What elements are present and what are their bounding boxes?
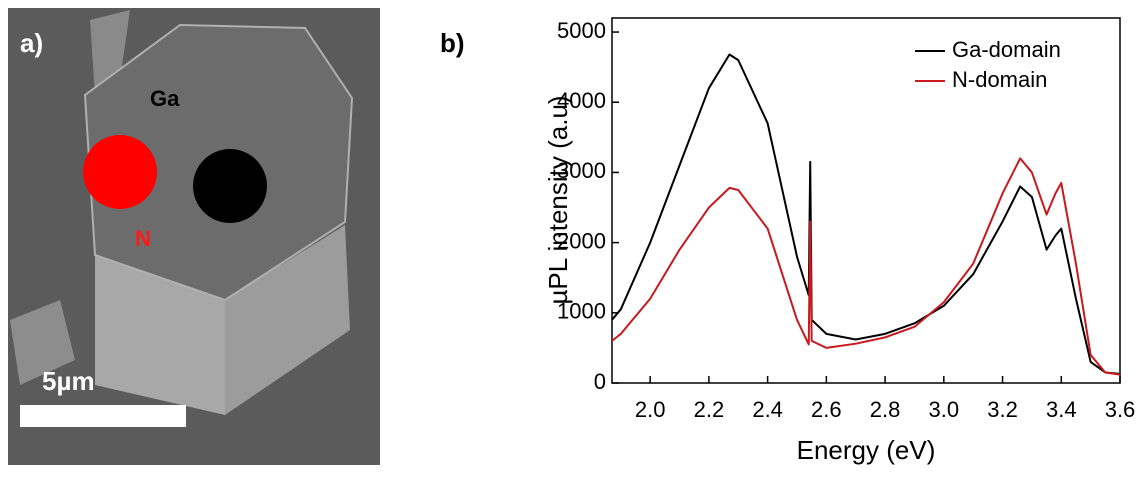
x-axis-title: Energy (eV) bbox=[797, 435, 936, 465]
ga-label: Ga bbox=[150, 86, 180, 111]
panel-label: a) bbox=[20, 28, 43, 58]
legend-label: Ga-domain bbox=[952, 37, 1061, 62]
series-line bbox=[611, 53, 1121, 375]
y-axis-title: µPL intensity (a.u) bbox=[543, 95, 573, 304]
x-tick-label: 2.2 bbox=[694, 397, 725, 422]
y-tick-label: 0 bbox=[594, 369, 606, 394]
y-tick-label: 1000 bbox=[557, 299, 606, 324]
ga-spot bbox=[193, 149, 267, 223]
panel-label: b) bbox=[440, 28, 465, 58]
crystal-side bbox=[225, 225, 350, 415]
y-tick-label: 4000 bbox=[557, 88, 606, 113]
plot-frame bbox=[611, 17, 1121, 384]
x-tick-label: 3.0 bbox=[929, 397, 960, 422]
legend-label: N-domain bbox=[952, 67, 1047, 92]
y-tick-label: 2000 bbox=[557, 228, 606, 253]
x-tick-label: 2.8 bbox=[870, 397, 901, 422]
scale-label: 5µm bbox=[42, 366, 95, 396]
y-tick-label: 3000 bbox=[557, 158, 606, 183]
y-tick-label: 5000 bbox=[557, 18, 606, 43]
crystal-side bbox=[95, 255, 225, 415]
sem-image: a) Ga N 5µm bbox=[8, 8, 380, 465]
x-tick-label: 3.2 bbox=[987, 397, 1018, 422]
n-spot bbox=[83, 135, 157, 209]
x-tick-label: 2.6 bbox=[811, 397, 842, 422]
scale-bar bbox=[20, 405, 186, 427]
x-tick-label: 3.6 bbox=[1105, 397, 1136, 422]
x-tick-label: 2.4 bbox=[752, 397, 783, 422]
x-tick-label: 3.4 bbox=[1046, 397, 1077, 422]
chart: b) Energy (eV) µPL intensity (a.u) 0 1000… bbox=[440, 17, 1136, 465]
series-line bbox=[611, 157, 1121, 376]
x-tick-label: 2.0 bbox=[635, 397, 666, 422]
n-label: N bbox=[135, 226, 151, 251]
debris bbox=[10, 300, 75, 385]
